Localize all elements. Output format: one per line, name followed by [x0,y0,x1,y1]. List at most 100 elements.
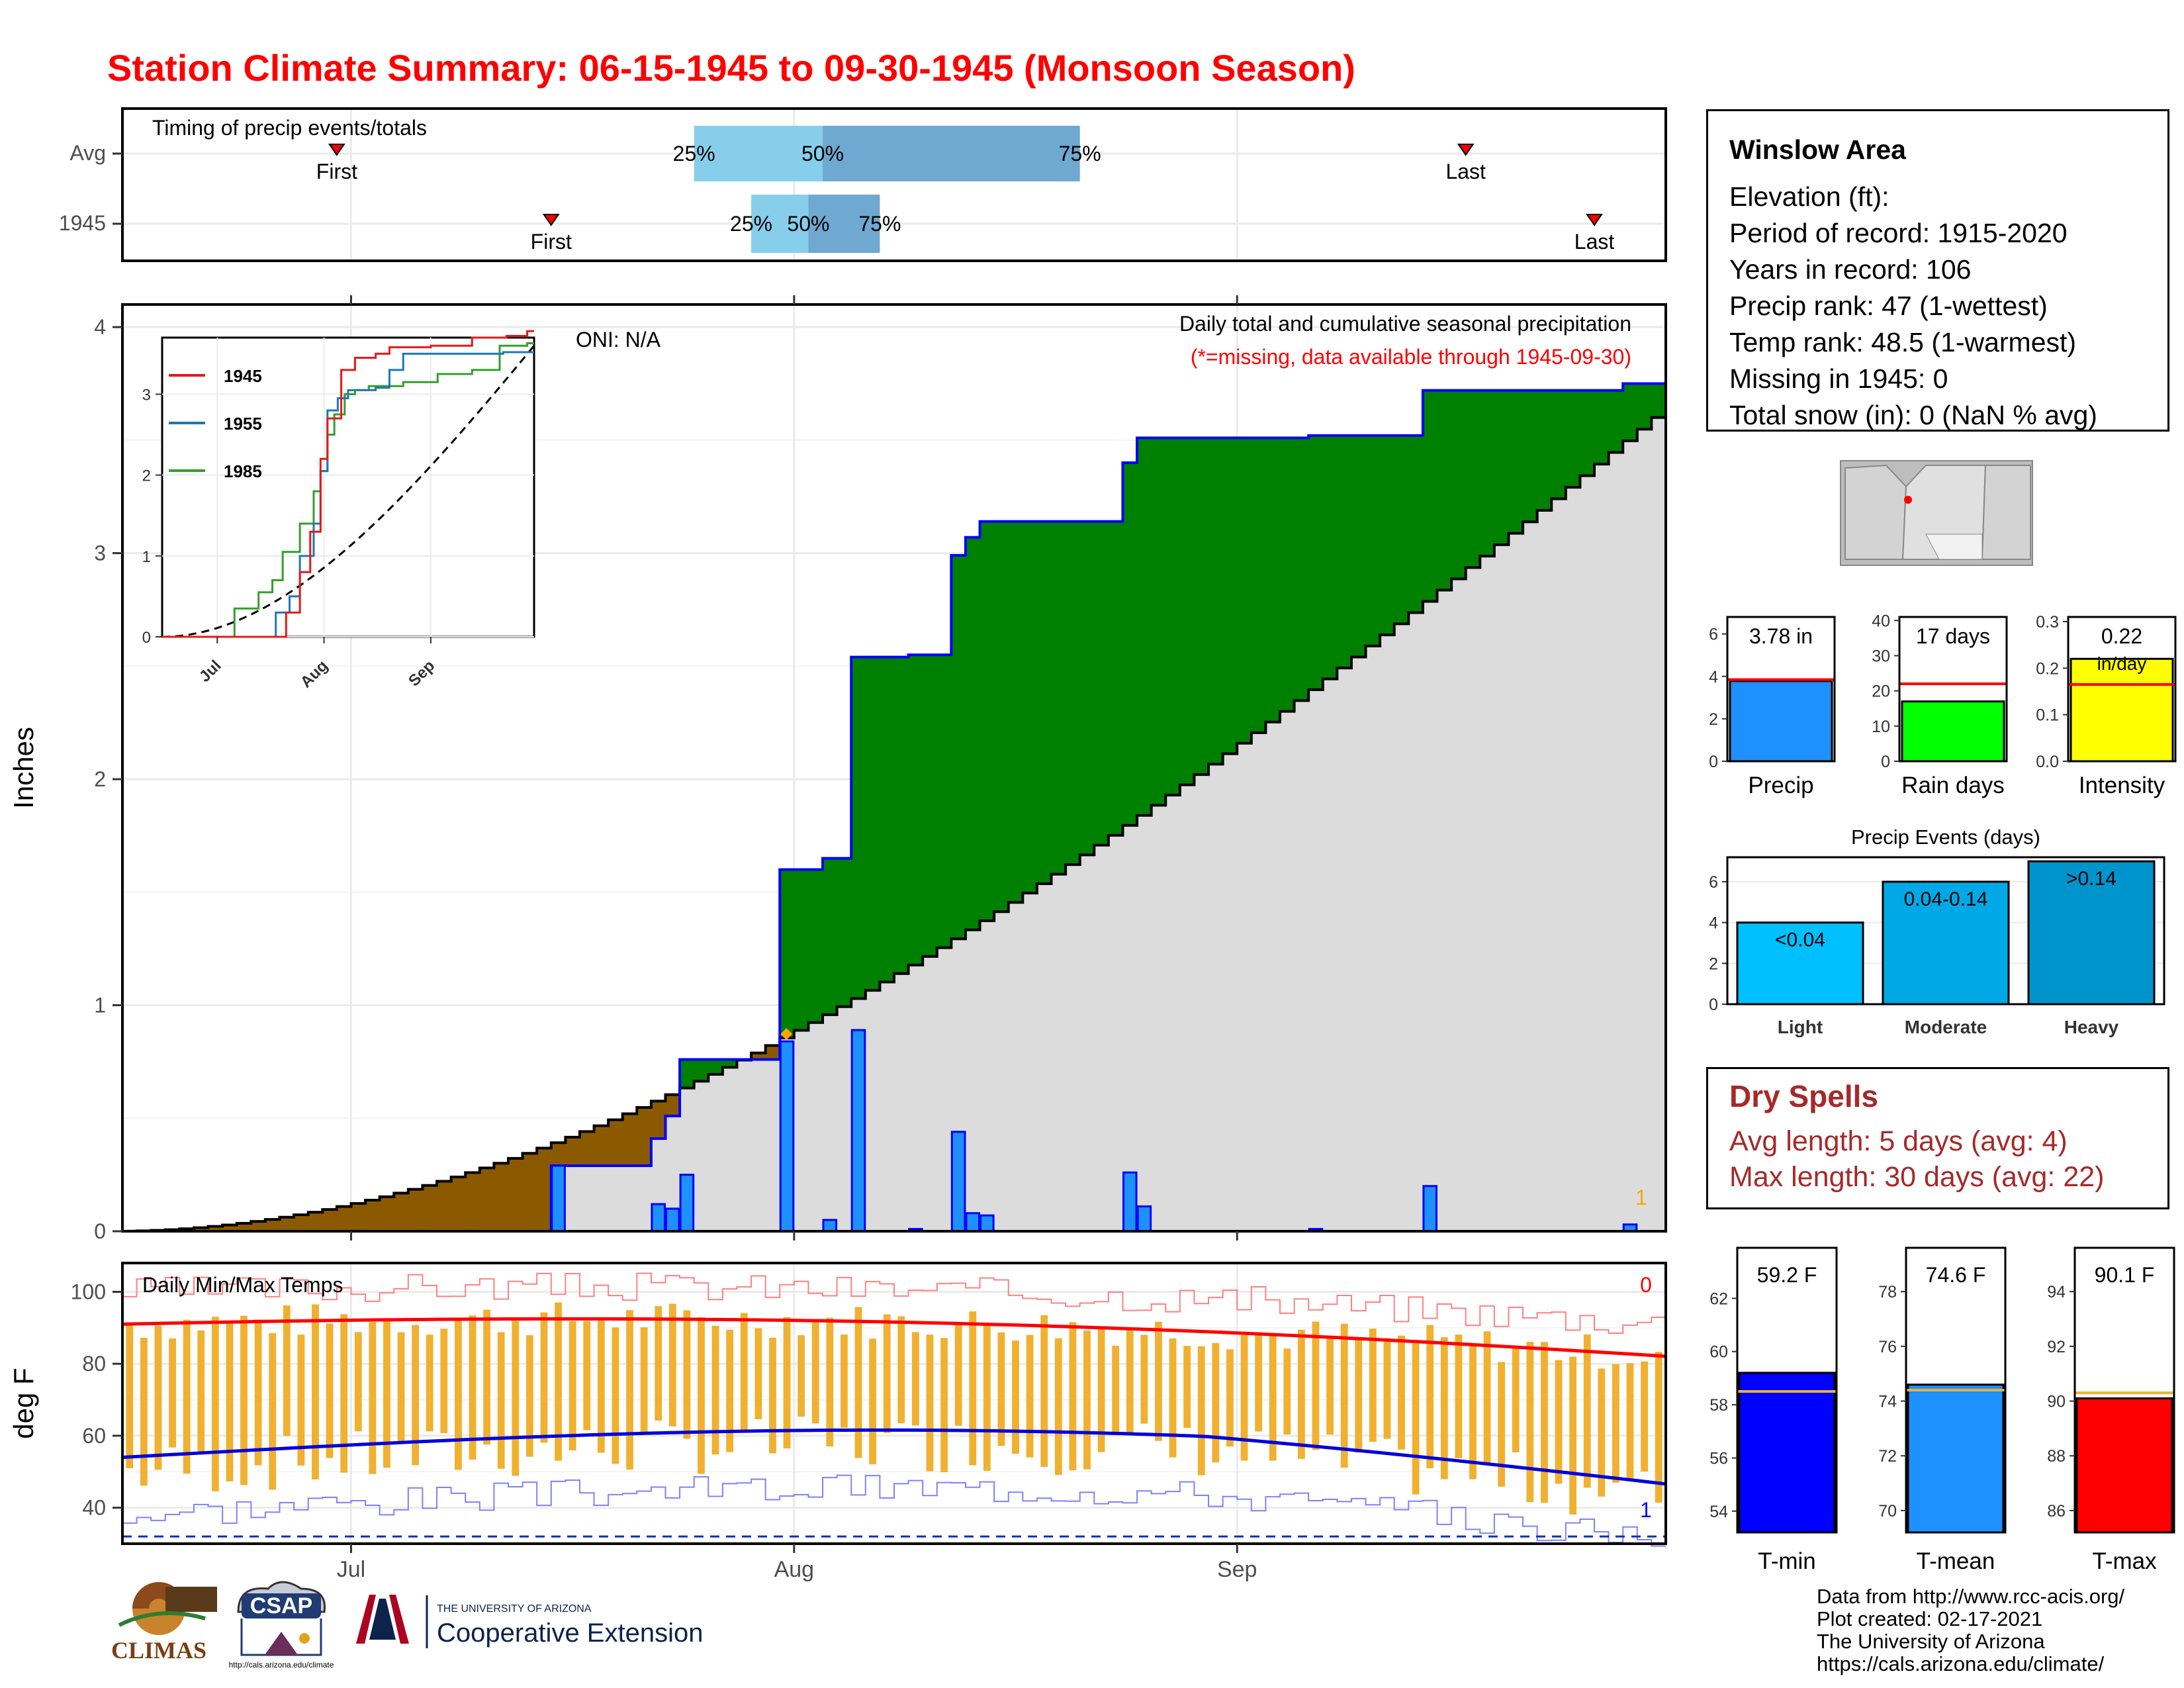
surplus-segment [1451,390,1467,579]
station-snow: Total snow (in): 0 (NaN % avg) [1729,400,2097,430]
max-day-marker [780,1028,793,1041]
surplus-segment [1523,390,1538,522]
timing-row-year: 1945 [59,211,106,235]
surplus-segment [1179,438,1195,785]
surplus-segment [994,521,1009,912]
daily-temp-bar [655,1306,662,1421]
rain_days-bar [1901,700,2005,763]
deficit-segment [408,1189,423,1231]
tmax-label: T-max [2092,1548,2157,1574]
surplus-segment [951,555,966,939]
svg-text:THE UNIVERSITY OF ARIZONA: THE UNIVERSITY OF ARIZONA [437,1603,592,1615]
svg-text:Cooperative Extension: Cooperative Extension [437,1618,703,1648]
station-elevation: Elevation (ft): [1729,181,1889,212]
dry-spells-avg: Avg length: 5 days (avg: 4) [1729,1125,2068,1157]
daily-temp-bar [240,1315,248,1485]
daily-precip-bar [850,1029,866,1233]
daily-temp-bar [811,1322,819,1424]
oni-label: ONI: N/A [576,328,661,352]
daily-temp-bar [1555,1360,1563,1484]
map-region-east [1981,465,2031,560]
surplus-segment [1036,521,1052,884]
deficit-segment [322,1209,338,1231]
deficit-segment [479,1168,494,1231]
year-first-label: First [531,230,572,254]
station-precip-rank: Precip rank: 47 (1-wettest) [1729,291,2048,321]
daily-temp-bar [483,1309,491,1445]
surplus-segment [923,655,938,957]
events-bar-moderate [1882,880,2010,1006]
tmax-tick-label: 88 [2047,1447,2066,1466]
credit-data-source: Data from http://www.rcc-acis.org/ [1817,1585,2125,1608]
surplus-segment [1551,390,1567,499]
deficit-segment [294,1215,309,1231]
avg-last-marker [1457,144,1475,156]
surplus-segment [1408,436,1424,613]
daily-temp-bar [540,1312,548,1443]
deficit-segment [465,1172,480,1231]
daily-temp-bar [740,1313,748,1432]
surplus-segment [794,869,809,1031]
daily-temp-bar [569,1321,576,1451]
daily-temp-bar [711,1325,719,1455]
surplus-segment [1079,521,1095,855]
events-tick-label: 6 [1709,873,1718,892]
daily-temp-bar [497,1332,505,1469]
missing-note: (*=missing, data available through 1945-… [1191,345,1631,369]
daily-temp-bar [640,1327,648,1433]
credit-plot-date: Plot created: 02-17-2021 [1817,1607,2043,1630]
daily-precip-bar [665,1207,680,1233]
deficit-segment [236,1223,251,1231]
daily-temp-bar [769,1337,776,1454]
tmax-bar [2075,1397,2173,1534]
events-range-label: 0.04-0.14 [1904,888,1988,910]
daily-precip-bar [779,1040,795,1233]
daily-temp-bar [455,1320,462,1470]
daily-precip-bar [651,1203,666,1233]
daily-temp-bar [1012,1340,1019,1454]
surplus-segment [1365,436,1381,646]
svg-text:CSAP: CSAP [250,1593,312,1618]
tmin-tick-label: 54 [1709,1503,1728,1521]
events-tick-label: 2 [1709,955,1718,973]
timing-row-avg: Avg [69,141,106,165]
avg-bar-pct-label: 75% [1059,142,1101,165]
station-name: Winslow Area [1729,134,1906,165]
year-last-label: Last [1574,230,1615,254]
precip-value-label: 3.78 in [1749,624,1813,648]
deficit-segment [365,1200,381,1231]
daily-temp-bar [1140,1335,1148,1424]
daily-temp-bar [1069,1322,1077,1471]
station-info-box: Winslow Area Elevation (ft): Period of r… [1706,109,2169,432]
daily-temp-bar [1312,1321,1320,1450]
daily-temp-bar [911,1332,919,1426]
daily-temp-bar [1183,1346,1191,1429]
tmean-tick-label: 78 [1878,1283,1897,1301]
daily-temp-bar [383,1318,390,1468]
surplus-segment [808,869,823,1023]
inset-line-1985 [162,342,534,638]
svg-text:CLIMAS: CLIMAS [111,1637,206,1664]
surplus-segment [1465,390,1480,568]
temp-top-count: 0 [1640,1273,1652,1297]
y-tick-label: 0 [94,1219,106,1243]
surplus-segment [1537,390,1552,510]
daily-temp-bar [1240,1335,1248,1461]
record-high-line [122,1272,1666,1334]
surplus-segment [1322,436,1338,679]
daily-temp-bar [1512,1348,1520,1453]
daily-temp-bar [1369,1329,1377,1442]
tmin-tick-label: 60 [1709,1343,1728,1362]
station-temp-rank: Temp rank: 48.5 (1-warmest) [1729,327,2077,357]
intensity-tick-label: 0.1 [2036,706,2059,725]
daily-temp-bar [340,1314,348,1473]
rain_days-value-label: 17 days [1916,624,1990,648]
events-category-label: Light [1778,1017,1823,1037]
surplus-segment [936,655,952,948]
daily-temp-bar [354,1332,362,1432]
daily-temp-bar [1398,1335,1405,1450]
inset-line-1945 [162,330,534,638]
credit-url: https://cals.arizona.edu/climate/ [1817,1652,2105,1675]
daily-temp-bar [555,1302,562,1461]
deficit-segment [437,1181,452,1231]
